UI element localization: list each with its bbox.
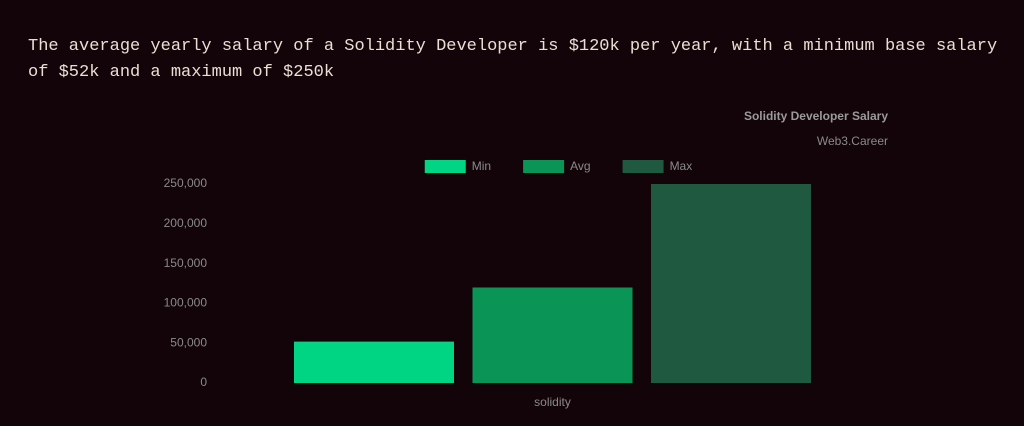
legend-label: Max [670,159,693,173]
intro-text: The average yearly salary of a Solidity … [28,37,998,82]
chart-title: Solidity Developer Salary [744,109,888,123]
y-tick-label: 200,000 [164,216,208,230]
legend-label: Min [472,159,491,173]
x-tick-label: solidity [534,395,571,409]
y-tick-label: 50,000 [170,335,207,349]
bar [651,184,811,383]
y-tick-label: 0 [200,375,207,389]
y-tick-label: 250,000 [164,176,208,190]
legend-label: Avg [570,159,590,173]
chart-subtitle: Web3.Career [817,134,888,148]
bar [472,287,633,383]
bar [294,341,454,383]
legend-swatch [622,160,664,173]
legend-swatch [424,160,466,173]
legend-swatch [523,160,565,173]
y-tick-label: 100,000 [164,296,208,310]
y-tick-label: 150,000 [164,256,208,270]
